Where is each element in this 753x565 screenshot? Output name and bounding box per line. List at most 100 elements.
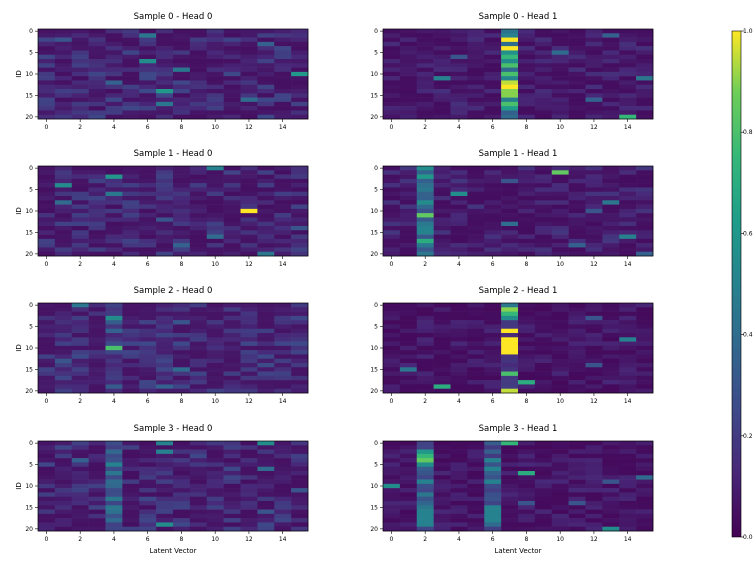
heatmap-cell: [156, 183, 174, 188]
heatmap-cell: [240, 496, 258, 502]
heatmap-cell: [602, 41, 620, 47]
heatmap-cell: [139, 106, 157, 111]
heatmap-cell: [105, 170, 123, 175]
heatmap-cell: [105, 234, 123, 240]
heatmap-cell: [585, 238, 603, 244]
heatmap-cell: [54, 247, 73, 253]
heatmap-cell: [416, 458, 434, 463]
heatmap-cell: [223, 29, 241, 34]
heatmap-cell: [484, 311, 502, 317]
x-tick-label: 12: [245, 261, 253, 268]
heatmap-cell: [534, 496, 553, 502]
heatmap-cell: [602, 230, 620, 235]
heatmap-cell: [450, 106, 468, 111]
heatmap-cell: [399, 509, 418, 515]
heatmap-cell: [240, 341, 258, 347]
heatmap-cell: [383, 315, 401, 321]
heatmap-cell: [383, 501, 401, 506]
heatmap-cell: [636, 337, 654, 342]
heatmap-cell: [54, 367, 73, 372]
heatmap-cell: [585, 384, 603, 390]
heatmap-cell: [291, 462, 309, 468]
heatmap-cell: [38, 106, 56, 111]
heatmap-cell: [636, 196, 654, 201]
heatmap-cell: [173, 367, 191, 372]
heatmap-cell: [88, 166, 106, 171]
heatmap-cell: [416, 71, 434, 77]
heatmap-cell: [139, 453, 157, 459]
heatmap-cell: [257, 106, 275, 111]
heatmap-cell: [274, 208, 292, 214]
heatmap-cell: [122, 311, 140, 317]
heatmap-cell: [501, 174, 519, 180]
x-tick-label: 8: [180, 398, 184, 405]
heatmap-cell: [173, 238, 191, 244]
heatmap-cell: [54, 350, 73, 355]
heatmap-cell: [450, 110, 468, 116]
heatmap-cell: [585, 492, 603, 498]
heatmap-cell: [568, 174, 586, 180]
heatmap-cell: [383, 84, 401, 90]
heatmap-cell: [450, 445, 468, 450]
heatmap-cell: [122, 458, 140, 463]
x-tick-label: 2: [423, 398, 427, 405]
heatmap-cell: [416, 50, 434, 56]
heatmap-cell: [206, 213, 224, 218]
heatmap-cell: [156, 76, 174, 81]
heatmap-cell: [636, 251, 654, 257]
heatmap-cell: [274, 234, 292, 240]
heatmap-cell: [71, 174, 89, 180]
heatmap-cell: [88, 471, 106, 476]
heatmap-cell: [38, 367, 56, 372]
heatmap-cell: [619, 93, 637, 98]
heatmap-cell: [156, 518, 174, 523]
heatmap-cell: [240, 509, 258, 515]
heatmap-cell: [518, 230, 536, 235]
heatmap-cell: [274, 488, 292, 493]
heatmap-cell: [416, 208, 434, 214]
heatmap-cell: [38, 50, 56, 56]
heatmap-cell: [139, 380, 157, 385]
heatmap-cell: [88, 29, 106, 34]
heatmap-cell: [619, 63, 637, 68]
heatmap-cell: [189, 238, 208, 244]
heatmap-cell: [105, 453, 123, 459]
heatmap-cell: [88, 337, 106, 342]
heatmap-cell: [433, 50, 451, 56]
heatmap-cell: [383, 230, 401, 235]
heatmap-cell: [274, 191, 292, 197]
heatmap-cell: [399, 496, 418, 502]
heatmap-cell: [139, 247, 157, 253]
heatmap-cell: [383, 29, 401, 34]
x-tick-label: 6: [491, 124, 495, 131]
heatmap-cell: [240, 479, 258, 485]
heatmap-cell: [484, 71, 502, 77]
heatmap-cell: [585, 522, 603, 528]
heatmap-cell: [602, 354, 620, 360]
heatmap-cell: [223, 63, 241, 68]
heatmap-cell: [534, 204, 553, 210]
heatmap-cell: [636, 384, 654, 390]
heatmap-cell: [189, 183, 208, 188]
heatmap-cell: [206, 350, 224, 355]
heatmap-cell: [156, 243, 174, 248]
heatmap-cell: [399, 46, 418, 51]
heatmap-cell: [484, 333, 502, 338]
heatmap-cell: [54, 76, 73, 81]
heatmap-cell: [223, 80, 241, 86]
heatmap-cell: [467, 453, 485, 459]
heatmap-cell: [518, 453, 536, 459]
heatmap-cell: [636, 76, 654, 81]
heatmap-cell: [399, 234, 418, 240]
heatmap-cell: [619, 303, 637, 308]
heatmap-cell: [450, 341, 468, 347]
heatmap-cell: [71, 93, 89, 98]
heatmap-cell: [139, 234, 157, 240]
heatmap-cell: [433, 526, 451, 532]
heatmap-cell: [189, 471, 208, 476]
heatmap-cell: [38, 324, 56, 330]
heatmap-cell: [38, 462, 56, 468]
heatmap-cell: [173, 505, 191, 510]
heatmap-cell: [568, 89, 586, 94]
heatmap-cell: [433, 488, 451, 493]
